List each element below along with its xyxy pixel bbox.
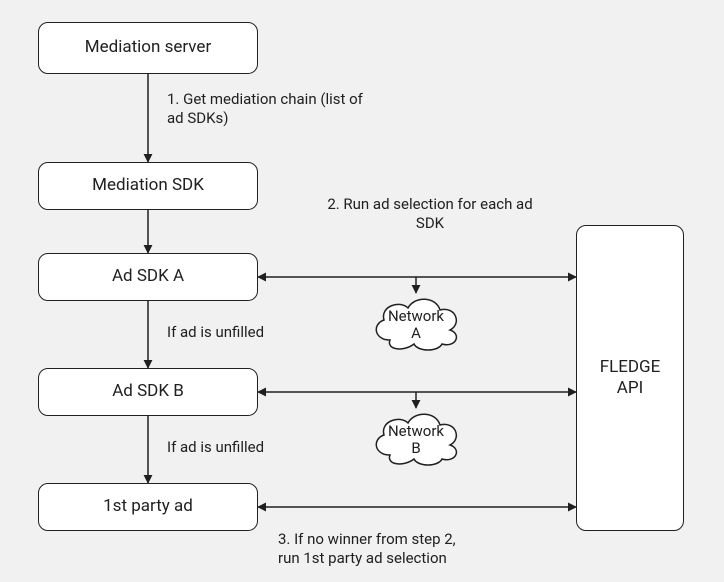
label-text: 3. If no winner from step 2, run 1st par… bbox=[278, 530, 456, 567]
node-network-a: Network A bbox=[368, 290, 464, 352]
edge-label-unfilled-2: If ad is unfilled bbox=[167, 438, 337, 457]
edge-label-step1: 1. Get mediation chain (list of ad SDKs) bbox=[167, 90, 367, 128]
label-text: If ad is unfilled bbox=[167, 438, 264, 456]
edge-label-step2: 2. Run ad selection for each ad SDK bbox=[320, 195, 540, 233]
node-fledge-api: FLEDGE API bbox=[576, 225, 684, 531]
label-text: 1. Get mediation chain (list of ad SDKs) bbox=[167, 90, 363, 127]
node-first-party-ad: 1st party ad bbox=[38, 483, 258, 531]
node-label: FLEDGE API bbox=[600, 357, 661, 400]
edge-label-unfilled-1: If ad is unfilled bbox=[167, 323, 337, 342]
node-mediation-sdk: Mediation SDK bbox=[38, 162, 258, 210]
node-label: Mediation server bbox=[85, 37, 211, 58]
node-label: Mediation SDK bbox=[92, 175, 204, 196]
node-label: Ad SDK B bbox=[112, 381, 184, 402]
node-label: Ad SDK A bbox=[112, 266, 184, 287]
node-network-b: Network B bbox=[368, 405, 464, 467]
label-text: If ad is unfilled bbox=[167, 323, 264, 341]
node-mediation-server: Mediation server bbox=[38, 22, 258, 74]
node-label: Network A bbox=[368, 308, 464, 343]
node-label: Network B bbox=[368, 423, 464, 458]
node-label: 1st party ad bbox=[103, 496, 193, 517]
flowchart-canvas: Mediation server Mediation SDK Ad SDK A … bbox=[0, 0, 724, 582]
node-ad-sdk-a: Ad SDK A bbox=[38, 253, 258, 301]
label-text: 2. Run ad selection for each ad SDK bbox=[327, 195, 532, 232]
node-ad-sdk-b: Ad SDK B bbox=[38, 368, 258, 416]
edge-label-step3: 3. If no winner from step 2, run 1st par… bbox=[278, 530, 468, 568]
